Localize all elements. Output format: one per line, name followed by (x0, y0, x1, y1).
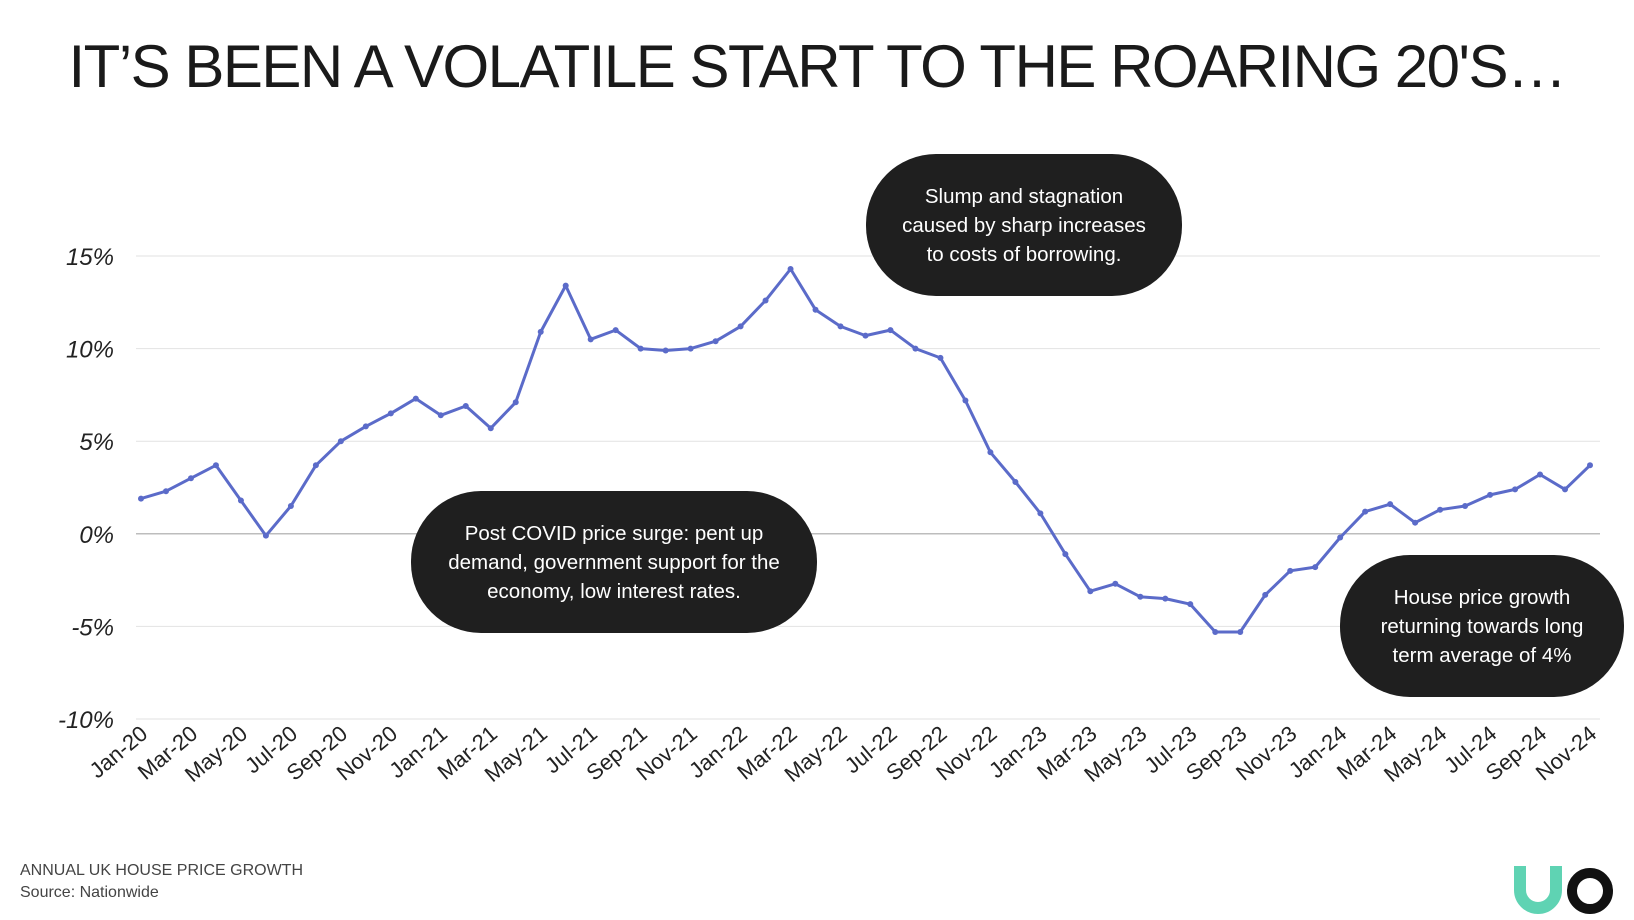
data-point (212, 462, 219, 469)
data-point (512, 399, 519, 406)
data-point (237, 497, 244, 504)
data-point (787, 265, 794, 272)
data-point (362, 423, 369, 430)
data-point (138, 495, 144, 502)
series-points (138, 265, 1593, 635)
y-tick-label: 15% (66, 244, 114, 271)
data-point (1012, 478, 1019, 485)
data-point (812, 306, 819, 313)
source-caption: Source: Nationwide (20, 884, 159, 901)
data-point (1587, 462, 1593, 469)
data-point (1187, 601, 1194, 608)
data-point (1487, 491, 1494, 498)
data-point (1037, 510, 1044, 517)
data-point (1437, 506, 1444, 513)
data-point (1537, 471, 1544, 478)
y-tick-label: -5% (71, 614, 114, 641)
data-point (1137, 593, 1144, 600)
data-point (1562, 486, 1569, 493)
data-point (612, 327, 619, 334)
data-point (1337, 534, 1344, 541)
data-point (462, 403, 469, 410)
data-point (737, 323, 744, 330)
y-axis-tick-labels: 15% 10% 5% 0% -5% -10% (58, 244, 114, 734)
data-point (637, 345, 644, 352)
data-point (537, 328, 544, 335)
data-point (1212, 628, 1219, 635)
data-point (1237, 628, 1244, 635)
data-point (562, 282, 569, 289)
data-point (262, 532, 269, 539)
data-point (912, 345, 919, 352)
y-tick-label: -10% (58, 707, 114, 734)
data-point (1462, 503, 1469, 510)
data-point (437, 412, 444, 419)
data-point (887, 327, 894, 334)
data-point (162, 488, 169, 495)
data-point (862, 332, 869, 339)
data-point (337, 438, 344, 445)
data-point (1312, 564, 1319, 571)
y-tick-label: 5% (79, 429, 114, 456)
data-point (287, 503, 294, 510)
data-point (687, 345, 694, 352)
data-point (1387, 501, 1394, 508)
data-point (662, 347, 669, 354)
data-point (1112, 580, 1119, 587)
annotation-slump: Slump and stagnation caused by sharp inc… (866, 154, 1182, 296)
annotation-returning: House price growth returning towards lon… (1340, 555, 1624, 697)
data-point (587, 336, 594, 343)
data-point (412, 395, 419, 402)
data-point (962, 397, 969, 404)
data-point (987, 449, 994, 456)
data-point (387, 410, 394, 417)
data-point (1062, 551, 1069, 558)
logo-o-letter (1567, 868, 1613, 914)
data-point (487, 425, 494, 432)
gridlines (136, 255, 1600, 720)
y-tick-label: 0% (79, 522, 114, 549)
data-point (1162, 595, 1169, 602)
data-point (1412, 519, 1419, 526)
data-point (1262, 591, 1269, 598)
data-point (1287, 567, 1294, 574)
data-point (312, 462, 319, 469)
uo-logo (1514, 866, 1613, 914)
data-point (1087, 588, 1094, 595)
x-axis-tick-labels: Jan-20Mar-20May-20Jul-20Sep-20Nov-20Jan-… (85, 721, 1602, 787)
y-tick-label: 10% (66, 337, 114, 364)
data-point (837, 323, 844, 330)
annotation-covid-surge: Post COVID price surge: pent up demand, … (411, 491, 817, 633)
data-point (937, 354, 944, 361)
logo-u-letter (1514, 866, 1562, 914)
page-title: IT’S BEEN A VOLATILE START TO THE ROARIN… (68, 33, 1568, 100)
chart-series-caption: ANNUAL UK HOUSE PRICE GROWTH (20, 862, 303, 879)
data-point (1512, 486, 1519, 493)
data-point (762, 297, 769, 304)
data-point (1362, 508, 1369, 515)
data-point (187, 475, 194, 482)
data-point (712, 338, 719, 345)
